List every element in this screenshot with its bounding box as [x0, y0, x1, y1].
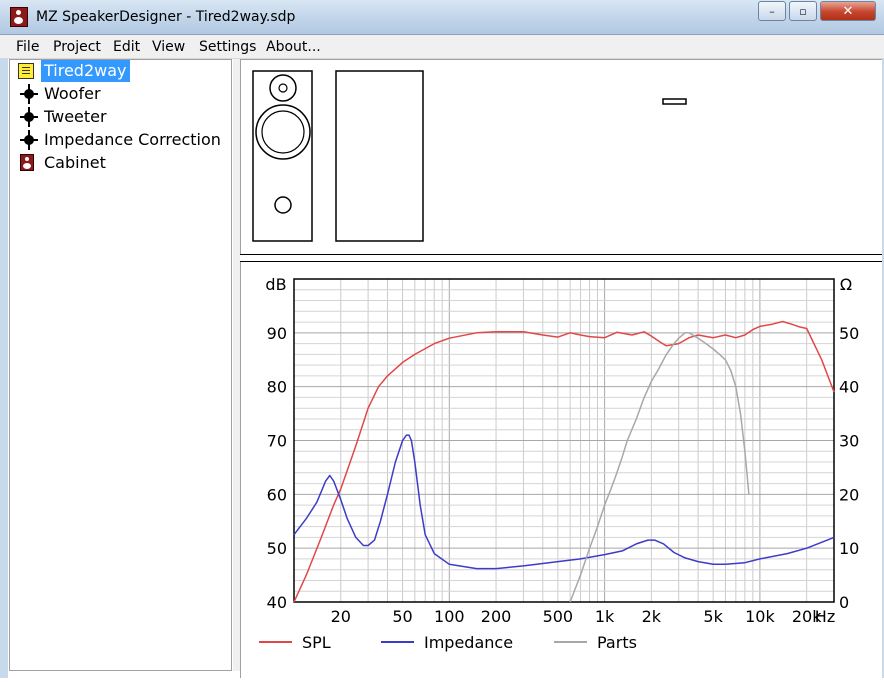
- left-axis-tick-label: 90: [267, 324, 287, 343]
- woofer-cone: [261, 110, 305, 154]
- menu-bar: File Project Edit View Settings About...: [0, 35, 884, 59]
- right-axis-tick-label: 30: [839, 432, 859, 451]
- cabinet-icon: [20, 154, 34, 171]
- response-chart: dB 40 50 60 70 80 90 Ω 0 10 20 30 40 50 20 50 100 200 500 1…: [259, 275, 859, 652]
- front-view: [252, 70, 313, 242]
- x-axis-tick-label: 200: [481, 607, 512, 626]
- maximize-button[interactable]: ▫: [789, 1, 817, 21]
- tree-item-label: Tired2way: [41, 60, 130, 82]
- tree-item-project[interactable]: Tired2way: [10, 60, 230, 82]
- menu-file[interactable]: File: [16, 39, 40, 55]
- series-parts-line: [569, 332, 750, 603]
- minimize-button[interactable]: –: [758, 1, 786, 21]
- menu-view[interactable]: View: [152, 39, 186, 55]
- cabinet-preview: [240, 59, 884, 254]
- x-axis-tick-label: 20: [331, 607, 351, 626]
- tweeter-outline: [269, 74, 297, 102]
- horizontal-splitter[interactable]: [240, 254, 884, 262]
- plot-frame: [293, 278, 835, 603]
- left-axis-tick-label: 80: [267, 378, 287, 397]
- tree-item-woofer[interactable]: Woofer: [10, 83, 230, 105]
- menu-settings[interactable]: Settings: [199, 39, 257, 55]
- vertical-splitter[interactable]: [233, 59, 240, 671]
- x-axis-unit-label: Hz: [815, 607, 835, 626]
- legend-label-parts: Parts: [597, 633, 637, 652]
- window-frame-left: [0, 58, 8, 678]
- x-axis-tick-label: 5k: [703, 607, 723, 626]
- driver-node-icon: [20, 84, 38, 104]
- right-axis-tick-label: 0: [839, 593, 849, 612]
- right-axis-tick-label: 20: [839, 485, 859, 504]
- legend-label-spl: SPL: [302, 633, 331, 652]
- x-axis-tick-label: 50: [392, 607, 412, 626]
- x-axis-tick-label: 10k: [745, 607, 775, 626]
- title-bar: MZ SpeakerDesigner - Tired2way.sdp – ▫ ✕: [0, 0, 884, 35]
- chart-grid: [293, 278, 835, 603]
- tree-item-label: Impedance Correction: [44, 130, 221, 149]
- app-speaker-icon: [10, 7, 28, 27]
- tree-item-label: Woofer: [44, 84, 101, 103]
- x-axis-tick-label: 100: [434, 607, 465, 626]
- series-spl-line: [293, 320, 835, 603]
- right-axis-label: Ω: [840, 275, 852, 294]
- left-axis-tick-label: 50: [267, 539, 287, 558]
- woofer-outline: [255, 104, 311, 160]
- port-outline: [274, 196, 292, 214]
- right-axis-tick-label: 40: [839, 378, 859, 397]
- legend-label-impedance: Impedance: [424, 633, 513, 652]
- network-node-icon: [20, 130, 38, 150]
- tweeter-dome: [278, 83, 288, 93]
- left-axis-label: dB: [265, 275, 286, 294]
- x-axis-tick-label: 1k: [595, 607, 615, 626]
- scale-marker: [662, 98, 687, 105]
- left-axis-tick-label: 40: [267, 593, 287, 612]
- response-graph-panel: dB 40 50 60 70 80 90 Ω 0 10 20 30 40 50 20 50 100 200 500 1…: [240, 262, 884, 678]
- window-title: MZ SpeakerDesigner - Tired2way.sdp: [36, 9, 296, 25]
- tree-item-impedance-correction[interactable]: Impedance Correction: [10, 129, 230, 151]
- cabinet-drawing: [252, 70, 687, 242]
- window-frame-right: [882, 58, 884, 678]
- menu-project[interactable]: Project: [53, 39, 101, 55]
- project-tree[interactable]: Tired2way Woofer Tweeter Impedance Corre…: [9, 59, 232, 671]
- tree-item-tweeter[interactable]: Tweeter: [10, 106, 230, 128]
- menu-about[interactable]: About...: [266, 39, 321, 55]
- project-icon: [18, 63, 34, 79]
- right-axis-tick-label: 10: [839, 539, 859, 558]
- right-axis-tick-label: 50: [839, 324, 859, 343]
- tree-item-label: Cabinet: [44, 153, 106, 172]
- driver-node-icon: [20, 107, 38, 127]
- tree-item-label: Tweeter: [44, 107, 107, 126]
- menu-edit[interactable]: Edit: [113, 39, 141, 55]
- x-axis-tick-label: 2k: [642, 607, 662, 626]
- x-axis-tick-label: 20k: [792, 607, 822, 626]
- tree-item-cabinet[interactable]: Cabinet: [10, 152, 230, 174]
- x-axis-tick-label: 500: [543, 607, 574, 626]
- side-view: [335, 70, 424, 242]
- left-axis-tick-label: 70: [267, 432, 287, 451]
- series-impedance-line: [293, 434, 835, 570]
- close-button[interactable]: ✕: [820, 1, 876, 21]
- left-axis-tick-label: 60: [267, 485, 287, 504]
